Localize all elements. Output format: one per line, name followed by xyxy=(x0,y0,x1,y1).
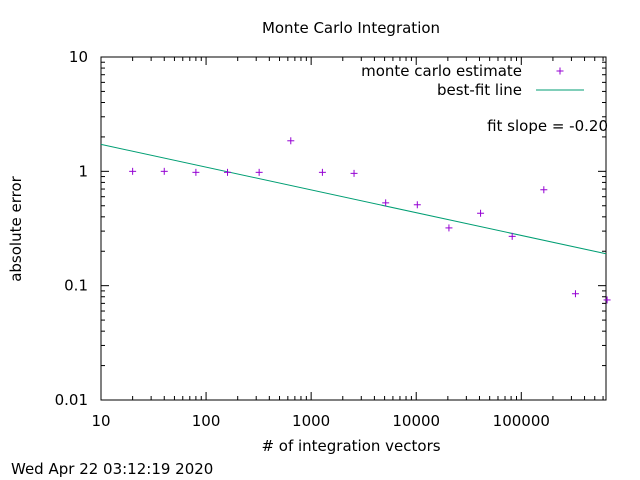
data-points-layer xyxy=(129,137,611,304)
data-point xyxy=(413,201,421,209)
data-point xyxy=(287,137,295,145)
x-tick-label: 10000 xyxy=(392,412,440,430)
x-tick-label: 100 xyxy=(192,412,221,430)
chart-title: Monte Carlo Integration xyxy=(262,19,440,37)
legend: monte carlo estimate best-fit line xyxy=(361,62,584,99)
data-point xyxy=(508,232,516,240)
y-axis-label: absolute error xyxy=(7,175,25,281)
legend-marker-estimate xyxy=(556,67,564,75)
data-point xyxy=(571,290,579,298)
best-fit-layer xyxy=(100,143,607,255)
data-point xyxy=(224,168,232,176)
data-point xyxy=(382,199,390,207)
data-point xyxy=(129,167,137,175)
best-fit-line xyxy=(100,143,607,255)
legend-label-fit: best-fit line xyxy=(437,81,522,99)
x-tick-label: 10 xyxy=(91,412,110,430)
x-tick-label: 1000 xyxy=(292,412,330,430)
y-tick-label: 1 xyxy=(78,162,88,180)
y-tick-label: 10 xyxy=(69,48,88,66)
fit-slope-annotation: fit slope = -0.20 xyxy=(487,117,608,135)
data-point xyxy=(318,168,326,176)
y-tick-label: 0.01 xyxy=(55,391,88,409)
data-point xyxy=(540,186,548,194)
plot-frame xyxy=(100,56,607,401)
y-tick-label: 0.1 xyxy=(64,277,88,295)
y-axis: 0.01 0.1 1 10 xyxy=(55,48,606,409)
data-point xyxy=(350,169,358,177)
x-axis-label: # of integration vectors xyxy=(261,437,440,455)
legend-marker-symbol xyxy=(556,67,564,75)
data-point xyxy=(603,296,611,304)
data-point xyxy=(255,168,263,176)
data-point xyxy=(445,224,453,232)
x-tick-label: 100000 xyxy=(493,412,550,430)
data-point xyxy=(477,209,485,217)
legend-label-estimate: monte carlo estimate xyxy=(361,62,522,80)
data-point xyxy=(192,168,200,176)
timestamp: Wed Apr 22 03:12:19 2020 xyxy=(11,460,213,478)
x-axis: 10 100 1000 10000 100000 xyxy=(91,57,604,430)
data-point xyxy=(160,167,168,175)
